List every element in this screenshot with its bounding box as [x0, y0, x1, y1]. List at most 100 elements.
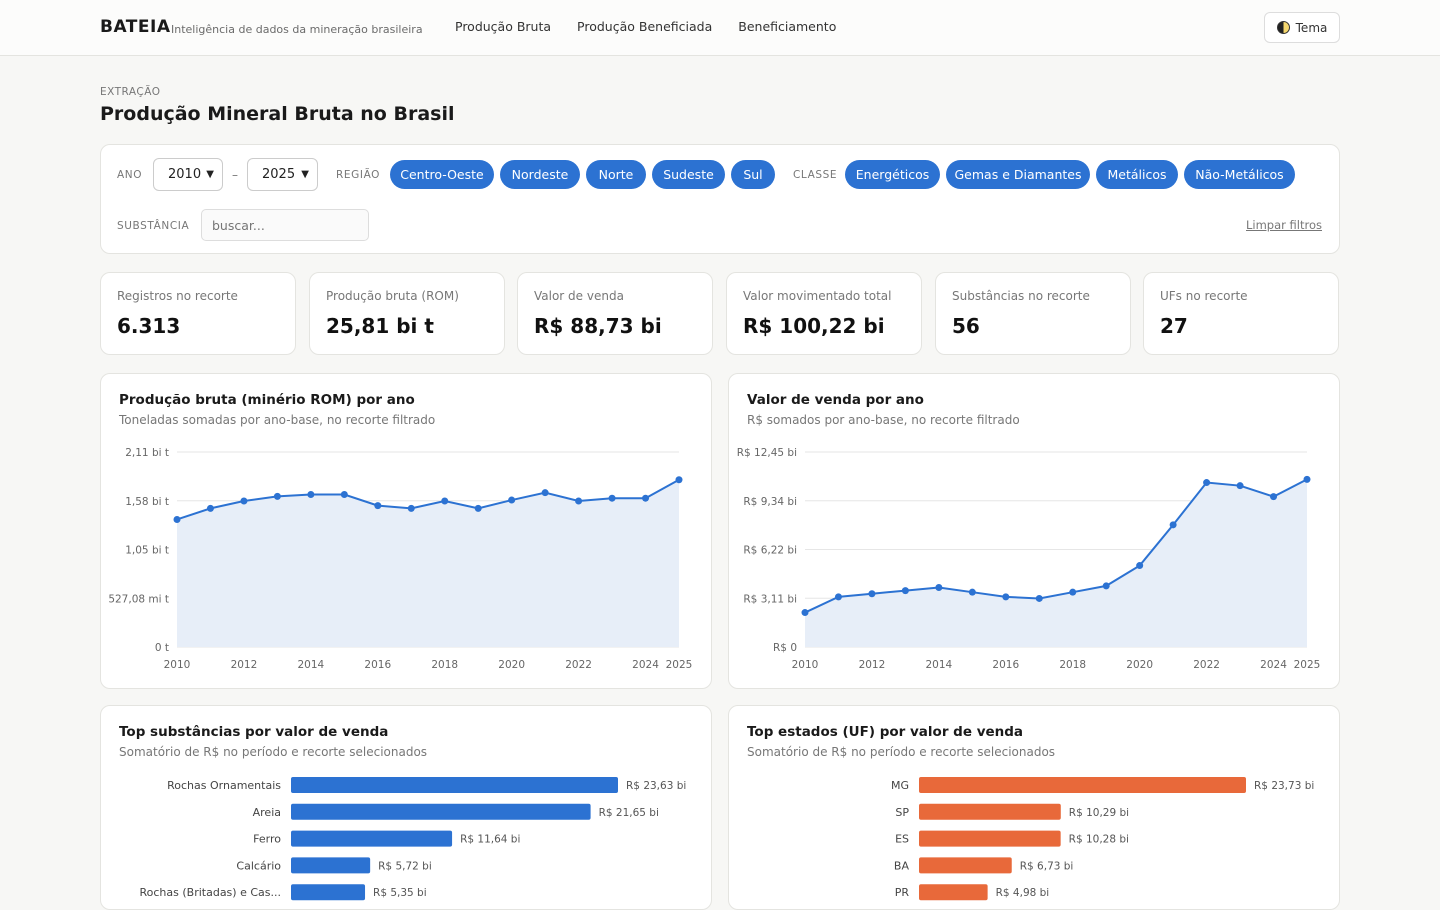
- nav-producao-bruta[interactable]: Produção Bruta: [455, 19, 552, 34]
- data-point: [240, 497, 248, 505]
- data-point: [1002, 593, 1010, 601]
- data-point: [1270, 493, 1278, 501]
- bar: [919, 803, 1061, 820]
- data-point: [1236, 482, 1244, 490]
- y-tick-label: 2,11 bi t: [125, 447, 169, 459]
- chip-region-nordeste[interactable]: Nordeste: [500, 160, 580, 189]
- data-point: [273, 492, 281, 500]
- bar: [291, 777, 618, 793]
- x-tick-label: 2016: [364, 659, 391, 671]
- kpi-card-ufs: UFs no recorte 27: [1143, 272, 1339, 355]
- data-point: [173, 515, 181, 523]
- x-tick-label: 2024: [1260, 659, 1287, 671]
- bar-value-label: R$ 21,65 bi: [599, 807, 659, 819]
- bar-value-label: R$ 5,35 bi: [373, 887, 427, 899]
- brand-tagline: Inteligência de dados da mineração brasi…: [171, 23, 423, 36]
- data-point: [1102, 582, 1110, 590]
- data-point: [1169, 521, 1177, 529]
- theme-toggle-label: Tema: [1295, 20, 1328, 35]
- bar-value-label: R$ 4,98 bi: [996, 887, 1050, 899]
- data-point: [407, 504, 415, 512]
- data-point: [1136, 562, 1144, 570]
- bar-category-label: SP: [895, 806, 909, 819]
- half-moon-icon: [1276, 21, 1290, 34]
- data-point: [1035, 594, 1043, 602]
- nav-beneficiamento[interactable]: Beneficiamento: [738, 19, 837, 34]
- chart-subtitle: R$ somados por ano-base, no recorte filt…: [747, 413, 1020, 427]
- x-tick-label: 2012: [231, 659, 258, 671]
- page-title: Produção Mineral Bruta no Brasil: [100, 103, 455, 125]
- bar-value-label: R$ 23,73 bi: [1254, 780, 1314, 792]
- x-tick-label: 2012: [859, 659, 886, 671]
- bar: [291, 803, 591, 820]
- year-to-select[interactable]: 2025 ▼: [247, 158, 318, 191]
- chip-class-nao-metalicos[interactable]: Não-Metálicos: [1184, 160, 1295, 189]
- chart-title: Top estados (UF) por valor de venda: [747, 724, 1024, 740]
- section-eyebrow: EXTRAÇÃO: [100, 86, 161, 98]
- producao-bruta-chart: 0 t 527,08 mi t 1,05 bi t 1,58 bi t 2,11 bi …: [108, 447, 692, 671]
- chart-subtitle: Somatório de R$ no período e recorte sel…: [747, 745, 1056, 759]
- year-from-select[interactable]: 2010 ▼: [153, 158, 223, 191]
- x-tick-label: 2022: [1193, 659, 1220, 671]
- bar-value-label: R$ 10,29 bi: [1069, 807, 1129, 819]
- x-tick-label: 2020: [498, 659, 525, 671]
- bar-category-label: Areia: [253, 806, 281, 819]
- y-tick-label: 1,05 bi t: [125, 545, 169, 557]
- chevron-down-icon: ▼: [206, 169, 214, 180]
- kpi-label: Valor movimentado total: [743, 289, 892, 303]
- bar-category-label: Ferro: [253, 833, 281, 846]
- nav-producao-beneficiada[interactable]: Produção Beneficiada: [577, 19, 713, 34]
- y-tick-label: R$ 3,11 bi: [743, 593, 797, 605]
- data-point: [608, 494, 616, 502]
- chip-class-metalicos[interactable]: Metálicos: [1096, 160, 1178, 189]
- data-point: [508, 496, 516, 504]
- top-bar: BATEIA Inteligência de dados da mineraçã…: [0, 0, 1440, 56]
- substance-search-input[interactable]: [201, 209, 369, 241]
- kpi-value: 27: [1160, 314, 1188, 338]
- chip-class-energeticos[interactable]: Energéticos: [845, 160, 940, 189]
- x-tick-label: 2020: [1126, 659, 1153, 671]
- substance-filter-label: SUBSTÂNCIA: [117, 220, 190, 232]
- kpi-value: 6.313: [117, 314, 181, 338]
- class-filter-label: CLASSE: [793, 169, 838, 181]
- bar-value-label: R$ 10,28 bi: [1069, 834, 1129, 846]
- kpi-card-producao-bruta: Produção bruta (ROM) 25,81 bi t: [309, 272, 505, 355]
- x-tick-label: 2010: [792, 659, 819, 671]
- kpi-label: Registros no recorte: [117, 289, 238, 303]
- data-point: [575, 497, 583, 505]
- data-point: [374, 502, 382, 510]
- year-from-value: 2010: [168, 167, 202, 182]
- kpi-label: UFs no recorte: [1160, 289, 1248, 303]
- chip-region-centro-oeste[interactable]: Centro-Oeste: [390, 160, 494, 189]
- bar-category-label: Rochas Ornamentais: [167, 779, 281, 792]
- y-tick-label: R$ 9,34 bi: [743, 496, 797, 508]
- data-point: [206, 504, 214, 512]
- chip-region-sudeste[interactable]: Sudeste: [652, 160, 725, 189]
- bar-category-label: BA: [894, 859, 910, 872]
- chart-card-producao-bruta: 0 t 527,08 mi t 1,05 bi t 1,58 bi t 2,11 bi …: [100, 373, 712, 689]
- year-filter-label: ANO: [117, 169, 143, 181]
- data-point: [441, 497, 449, 505]
- kpi-value: R$ 88,73 bi: [534, 314, 662, 338]
- clear-filters-link[interactable]: Limpar filtros: [1246, 218, 1322, 232]
- data-point: [968, 588, 976, 596]
- kpi-label: Valor de venda: [534, 289, 624, 303]
- year-to-value: 2025: [262, 167, 296, 182]
- brand-logo[interactable]: BATEIA: [100, 17, 171, 37]
- top-estados-chart: MG R$ 23,73 bi SP R$ 10,29 bi ES R$ 10,28 bi B…: [891, 777, 1314, 901]
- x-tick-label: 2010: [164, 659, 191, 671]
- chip-class-gemas-diamantes[interactable]: Gemas e Diamantes: [946, 160, 1090, 189]
- kpi-value: 56: [952, 314, 980, 338]
- theme-toggle-button[interactable]: Tema: [1264, 12, 1340, 43]
- chip-region-norte[interactable]: Norte: [586, 160, 646, 189]
- bar-category-label: Rochas (Britadas) e Cas...: [140, 886, 282, 899]
- data-point: [541, 489, 549, 497]
- area-fill: [805, 479, 1307, 647]
- bar-value-label: R$ 6,73 bi: [1020, 860, 1074, 872]
- data-point: [675, 476, 683, 484]
- main-nav: Produção Bruta Produção Beneficiada Bene…: [455, 19, 836, 34]
- chart-subtitle: Toneladas somadas por ano-base, no recor…: [119, 413, 436, 427]
- kpi-card-substancias: Substâncias no recorte 56: [935, 272, 1131, 355]
- bar: [919, 777, 1246, 793]
- chip-region-sul[interactable]: Sul: [731, 160, 775, 189]
